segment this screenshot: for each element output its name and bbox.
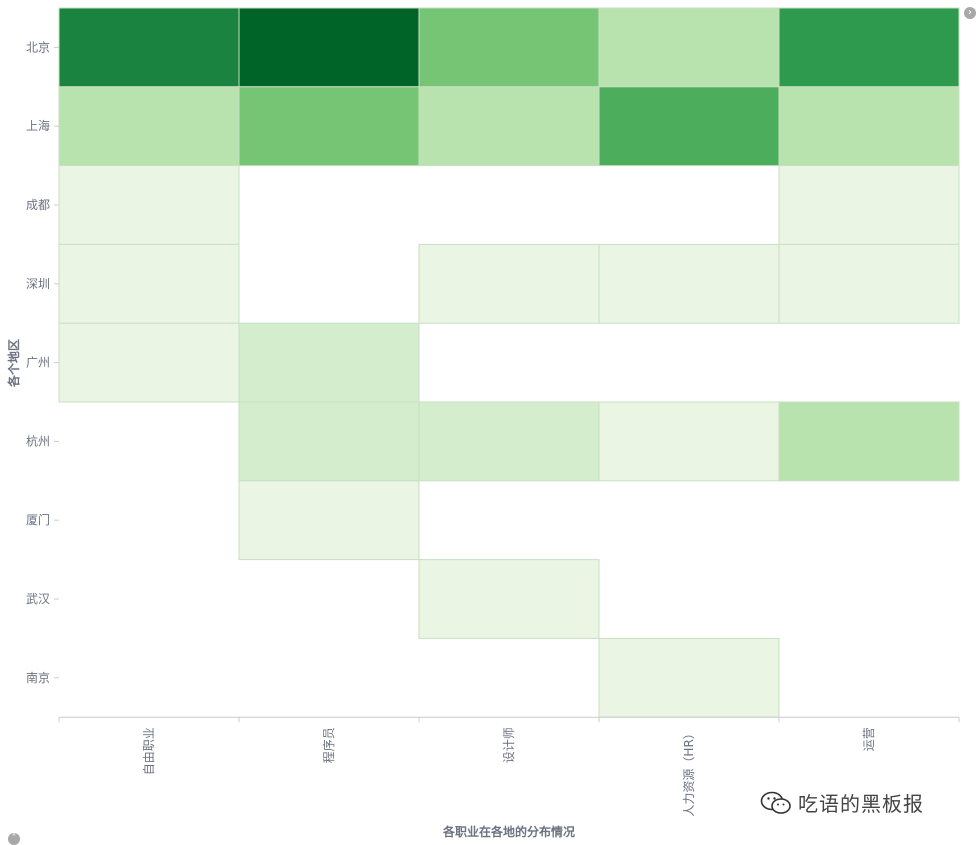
heatmap-cell[interactable] <box>418 243 600 324</box>
y-tick-label: 武汉 <box>26 592 50 606</box>
heatmap-cells <box>58 7 960 718</box>
chevron-up-icon[interactable]: ˄ <box>8 833 20 845</box>
y-tick-label: 厦门 <box>26 512 50 527</box>
x-tick-label: 运营 <box>862 727 876 751</box>
heatmap-cell[interactable] <box>778 86 960 167</box>
x-tick-labels: 自由职业 程序员 设计师 人力资源（HR） 运营 <box>142 727 876 816</box>
watermark: 吃语的黑板报 <box>760 788 924 817</box>
heatmap-cell[interactable] <box>778 7 960 88</box>
y-tick-label: 深圳 <box>26 277 50 291</box>
y-tick-label: 广州 <box>26 356 50 370</box>
x-tick-label: 设计师 <box>502 727 516 763</box>
x-tick-label: 自由职业 <box>142 727 156 775</box>
heatmap-cell[interactable] <box>58 7 240 88</box>
x-tick-label: 程序员 <box>321 727 336 763</box>
heatmap-cell[interactable] <box>598 243 780 324</box>
heatmap-cell[interactable] <box>778 401 960 482</box>
heatmap-cell[interactable] <box>238 401 420 482</box>
heatmap-cell[interactable] <box>418 401 600 482</box>
heatmap-cell[interactable] <box>58 322 240 403</box>
y-axis-title: 各个地区 <box>6 339 21 388</box>
watermark-text: 吃语的黑板报 <box>798 792 924 816</box>
heatmap-cell[interactable] <box>58 86 240 167</box>
heatmap-cell[interactable] <box>598 401 780 482</box>
heatmap-cell[interactable] <box>238 7 420 88</box>
heatmap-cell[interactable] <box>418 559 600 639</box>
axes <box>54 46 960 723</box>
heatmap-cell[interactable] <box>238 480 420 561</box>
heatmap-cell[interactable] <box>598 7 780 88</box>
y-tick-label: 上海 <box>26 118 50 133</box>
heatmap-cell[interactable] <box>778 243 960 324</box>
chevron-right-icon[interactable]: › <box>964 7 976 19</box>
y-tick-label: 北京 <box>26 40 50 54</box>
heatmap-cell[interactable] <box>238 322 420 403</box>
x-axis-title: 各职业在各地的分布情况 <box>442 824 575 839</box>
heatmap-cell[interactable] <box>238 86 420 167</box>
heatmap-cell[interactable] <box>778 165 960 245</box>
heatmap-cell[interactable] <box>58 165 240 245</box>
heatmap-cell[interactable] <box>598 86 780 167</box>
y-tick-label: 南京 <box>26 670 50 685</box>
y-tick-label: 成都 <box>26 198 50 212</box>
heatmap-cell[interactable] <box>598 637 780 718</box>
x-tick-label: 人力资源（HR） <box>682 727 696 816</box>
heatmap-cell[interactable] <box>418 86 600 167</box>
y-tick-label: 杭州 <box>26 433 50 448</box>
heatmap-cell[interactable] <box>58 243 240 324</box>
wechat-icon <box>760 791 791 814</box>
heatmap-cell[interactable] <box>418 7 600 88</box>
